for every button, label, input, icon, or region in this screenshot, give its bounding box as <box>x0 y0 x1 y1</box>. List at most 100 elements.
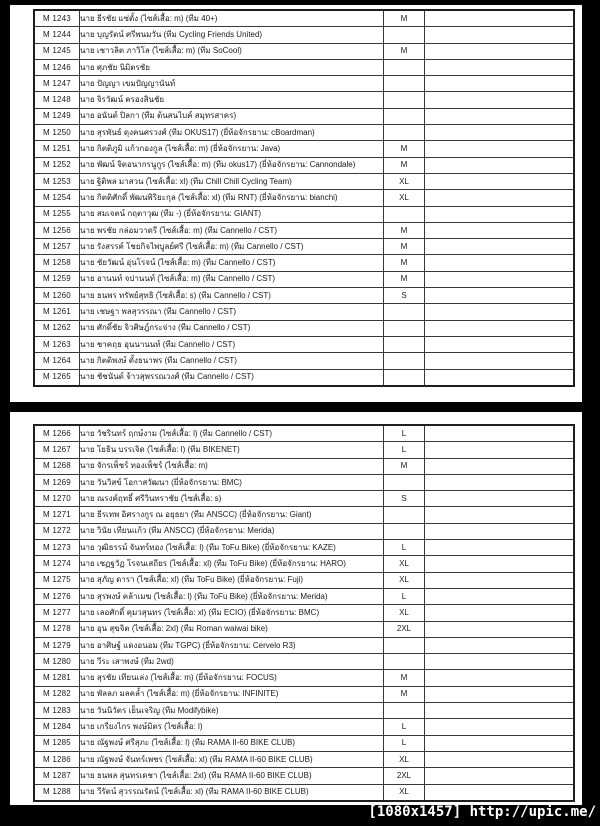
notes-cell <box>424 254 575 272</box>
table-row: M 1268 นาย จักรเพ็ชร์ ทองเพ็ชร์ (ไซส์เสื้… <box>33 457 575 475</box>
notes-cell <box>424 9 575 28</box>
member-id-cell: M 1251 <box>33 140 80 158</box>
member-id-cell: M 1276 <box>33 587 80 606</box>
notes-cell <box>424 669 575 687</box>
notes-cell <box>424 571 575 589</box>
member-name-cell: นาย เชษฐา พลสุวรรณา (ทีม Cannello / CST) <box>79 303 384 321</box>
shirt-size-cell: M <box>383 140 425 158</box>
notes-cell <box>424 75 575 93</box>
notes-cell <box>424 718 575 736</box>
notes-cell <box>424 287 575 305</box>
notes-cell <box>424 424 575 443</box>
shirt-size-cell: XL <box>383 172 425 191</box>
notes-cell <box>424 506 575 524</box>
shirt-size-cell <box>383 58 425 77</box>
table-row: M 1281 นาย สุรชัย เทียนเล่ง (ไซส์เสื้อ: m… <box>33 669 575 687</box>
member-name-cell: นาย ชัยวัฒน์ อุ่นโรจน์ (ไซส์เสื้อ: m) (ท… <box>79 254 384 272</box>
member-name-cell: นาย วินัย เทียนแก้ว (ทีม ANSCC) (ยี่ห้อจ… <box>79 522 384 541</box>
member-id-cell: M 1264 <box>33 352 80 370</box>
table-row: M 1262 นาย ศักดิ์ชัย จิวศิษฎ์กระจ่าง (ทีม… <box>33 319 575 337</box>
member-name-cell: นาย สุรพันธ์ ดุงคนศรวงศ์ (ทีม OKUS17) (ย… <box>79 124 384 142</box>
notes-cell <box>424 270 575 289</box>
shirt-size-cell <box>383 124 425 142</box>
table-row: M 1282 นาย พัลลภ มลคล้ำ (ไซส์เสื้อ: m) (ย… <box>33 685 575 704</box>
member-id-cell: M 1270 <box>33 490 80 508</box>
notes-cell <box>424 473 575 492</box>
member-name-cell: นาย สุรพงษ์ คล้าเมฆ (ไซส์เสื้อ: l) (ทีม … <box>79 587 384 606</box>
table-row: M 1250 นาย สุรพันธ์ ดุงคนศรวงศ์ (ทีม OKUS… <box>33 124 575 142</box>
member-id-cell: M 1266 <box>33 424 80 443</box>
member-id-cell: M 1274 <box>33 555 80 573</box>
member-id-cell: M 1284 <box>33 718 80 736</box>
member-id-cell: M 1245 <box>33 42 80 60</box>
roster-sheet-upper: M 1243 นาย ธีรชัย แซ่ตั้ง (ไซส์เสื้อ: m) … <box>10 5 582 402</box>
member-id-cell: M 1267 <box>33 441 80 459</box>
table-row: M 1258 นาย ชัยวัฒน์ อุ่นโรจน์ (ไซส์เสื้อ:… <box>33 254 575 272</box>
member-name-cell: นาย ปัญญา เขมปัญญานันท์ <box>79 75 384 93</box>
table-row: M 1272 นาย วินัย เทียนแก้ว (ทีม ANSCC) (ย… <box>33 522 575 541</box>
roster-table-body: M 1243 นาย ธีรชัย แซ่ตั้ง (ไซส์เสื้อ: m) … <box>33 9 575 387</box>
member-name-cell: นาย พรชัย กล่อมวาดรี (ไซส์เสื้อ: m) (ทีม… <box>79 221 384 240</box>
notes-cell <box>424 539 575 557</box>
table-row: M 1252 นาย พัฒน์ จิตอนากรนูกูร (ไซส์เสื้อ… <box>33 156 575 174</box>
member-id-cell: M 1287 <box>33 767 80 785</box>
table-row: M 1255 นาย สมเจตน์ กฤตาวุฒ (ทีม -) (ยี่ห้… <box>33 205 575 223</box>
table-row: M 1259 นาย อานนท์ จปานนท์ (ไซส์เสื้อ: m) … <box>33 270 575 289</box>
member-id-cell: M 1253 <box>33 172 80 191</box>
member-name-cell: นาย รังสรรค์ โชยกิจไพบูลย์ศรี (ไซส์เสื้อ… <box>79 238 384 256</box>
table-row: M 1274 นาย เชฏฐวัฏ โรจนเสถียร (ไซส์เสื้อ:… <box>33 555 575 573</box>
table-row: M 1277 นาย เลอศักดิ์ คุมวสุนทร (ไซส์เสื้อ… <box>33 604 575 622</box>
shirt-size-cell: M <box>383 156 425 174</box>
member-name-cell: นาย ชัชนันต์ จ้าวสุพรรณวงศ์ (ทีม Cannell… <box>79 368 384 387</box>
shirt-size-cell: XL <box>383 555 425 573</box>
notes-cell <box>424 352 575 370</box>
member-roster-table-lower: M 1266 นาย วัชรินทร์ ฤกษ์งาม (ไซส์เสื้อ: … <box>33 424 575 802</box>
member-name-cell: นาย วัชรินทร์ ฤกษ์งาม (ไซส์เสื้อ: l) (ที… <box>79 424 384 443</box>
member-id-cell: M 1281 <box>33 669 80 687</box>
member-id-cell: M 1263 <box>33 335 80 354</box>
table-row: M 1253 นาย ฐิติพล มาสวน (ไซส์เสื้อ: xl) (… <box>33 172 575 191</box>
member-id-cell: M 1256 <box>33 221 80 240</box>
shirt-size-cell: M <box>383 42 425 60</box>
table-row: M 1288 นาย วีรัตน์ สุวรรณรัตน์ (ไซส์เสื้อ… <box>33 783 575 802</box>
shirt-size-cell <box>383 522 425 541</box>
table-row: M 1254 นาย กิตติศักดิ์ พัฒนพิริยะกุล (ไซส… <box>33 189 575 207</box>
member-name-cell: นาย อานนท์ จปานนท์ (ไซส์เสื้อ: m) (ทีม C… <box>79 270 384 289</box>
table-row: M 1286 นาย ณัฐพงษ์ จันทร์เพชร (ไซส์เสื้อ:… <box>33 750 575 769</box>
shirt-size-cell <box>383 636 425 655</box>
table-row: M 1271 นาย ธีรเทพ อิศรางกูร ณ อยุธยา (ทีม… <box>33 506 575 524</box>
member-id-cell: M 1260 <box>33 287 80 305</box>
member-name-cell: นาย สมเจตน์ กฤตาวุฒ (ทีม -) (ยี่ห้อจักรย… <box>79 205 384 223</box>
notes-cell <box>424 335 575 354</box>
member-id-cell: M 1255 <box>33 205 80 223</box>
member-name-cell: นาย ณรงค์ฤทธิ์ ศรีวินทราชัย (ไซส์เสื้อ: … <box>79 490 384 508</box>
shirt-size-cell <box>383 335 425 354</box>
notes-cell <box>424 555 575 573</box>
table-row: M 1248 นาย จิรวัฒน์ ครองสินชัย <box>33 91 575 109</box>
shirt-size-cell: XL <box>383 189 425 207</box>
shirt-size-cell: L <box>383 734 425 752</box>
member-name-cell: นาย ศุภชัย นิมิตรชัย <box>79 58 384 77</box>
shirt-size-cell <box>383 368 425 387</box>
member-id-cell: M 1285 <box>33 734 80 752</box>
shirt-size-cell <box>383 653 425 671</box>
shirt-size-cell <box>383 75 425 93</box>
shirt-size-cell: M <box>383 254 425 272</box>
shirt-size-cell: L <box>383 441 425 459</box>
table-row: M 1276 นาย สุรพงษ์ คล้าเมฆ (ไซส์เสื้อ: l)… <box>33 587 575 606</box>
member-id-cell: M 1277 <box>33 604 80 622</box>
shirt-size-cell: 2XL <box>383 767 425 785</box>
member-name-cell: นาย บุญรัตน์ ศรีพนมวัน (ทีม Cycling Frie… <box>79 26 384 44</box>
shirt-size-cell: S <box>383 490 425 508</box>
member-name-cell: นาย วันนิวัตร เย็นเจริญ (ทีม Modifybike) <box>79 702 384 720</box>
member-id-cell: M 1272 <box>33 522 80 541</box>
notes-cell <box>424 58 575 77</box>
member-name-cell: นาย อาศิษฐ์ แดงอนอม (ทีม TGPC) (ยี่ห้อจั… <box>79 636 384 655</box>
member-id-cell: M 1280 <box>33 653 80 671</box>
member-name-cell: นาย กิตติพงษ์ ตั้งธนาพร (ทีม Cannello / … <box>79 352 384 370</box>
shirt-size-cell <box>383 702 425 720</box>
member-id-cell: M 1286 <box>33 750 80 769</box>
table-row: M 1279 นาย อาศิษฐ์ แดงอนอม (ทีม TGPC) (ยี… <box>33 636 575 655</box>
member-name-cell: นาย วุฒิธรรม์ จันทร์ทอง (ไซส์เสื้อ: l) (… <box>79 539 384 557</box>
notes-cell <box>424 172 575 191</box>
